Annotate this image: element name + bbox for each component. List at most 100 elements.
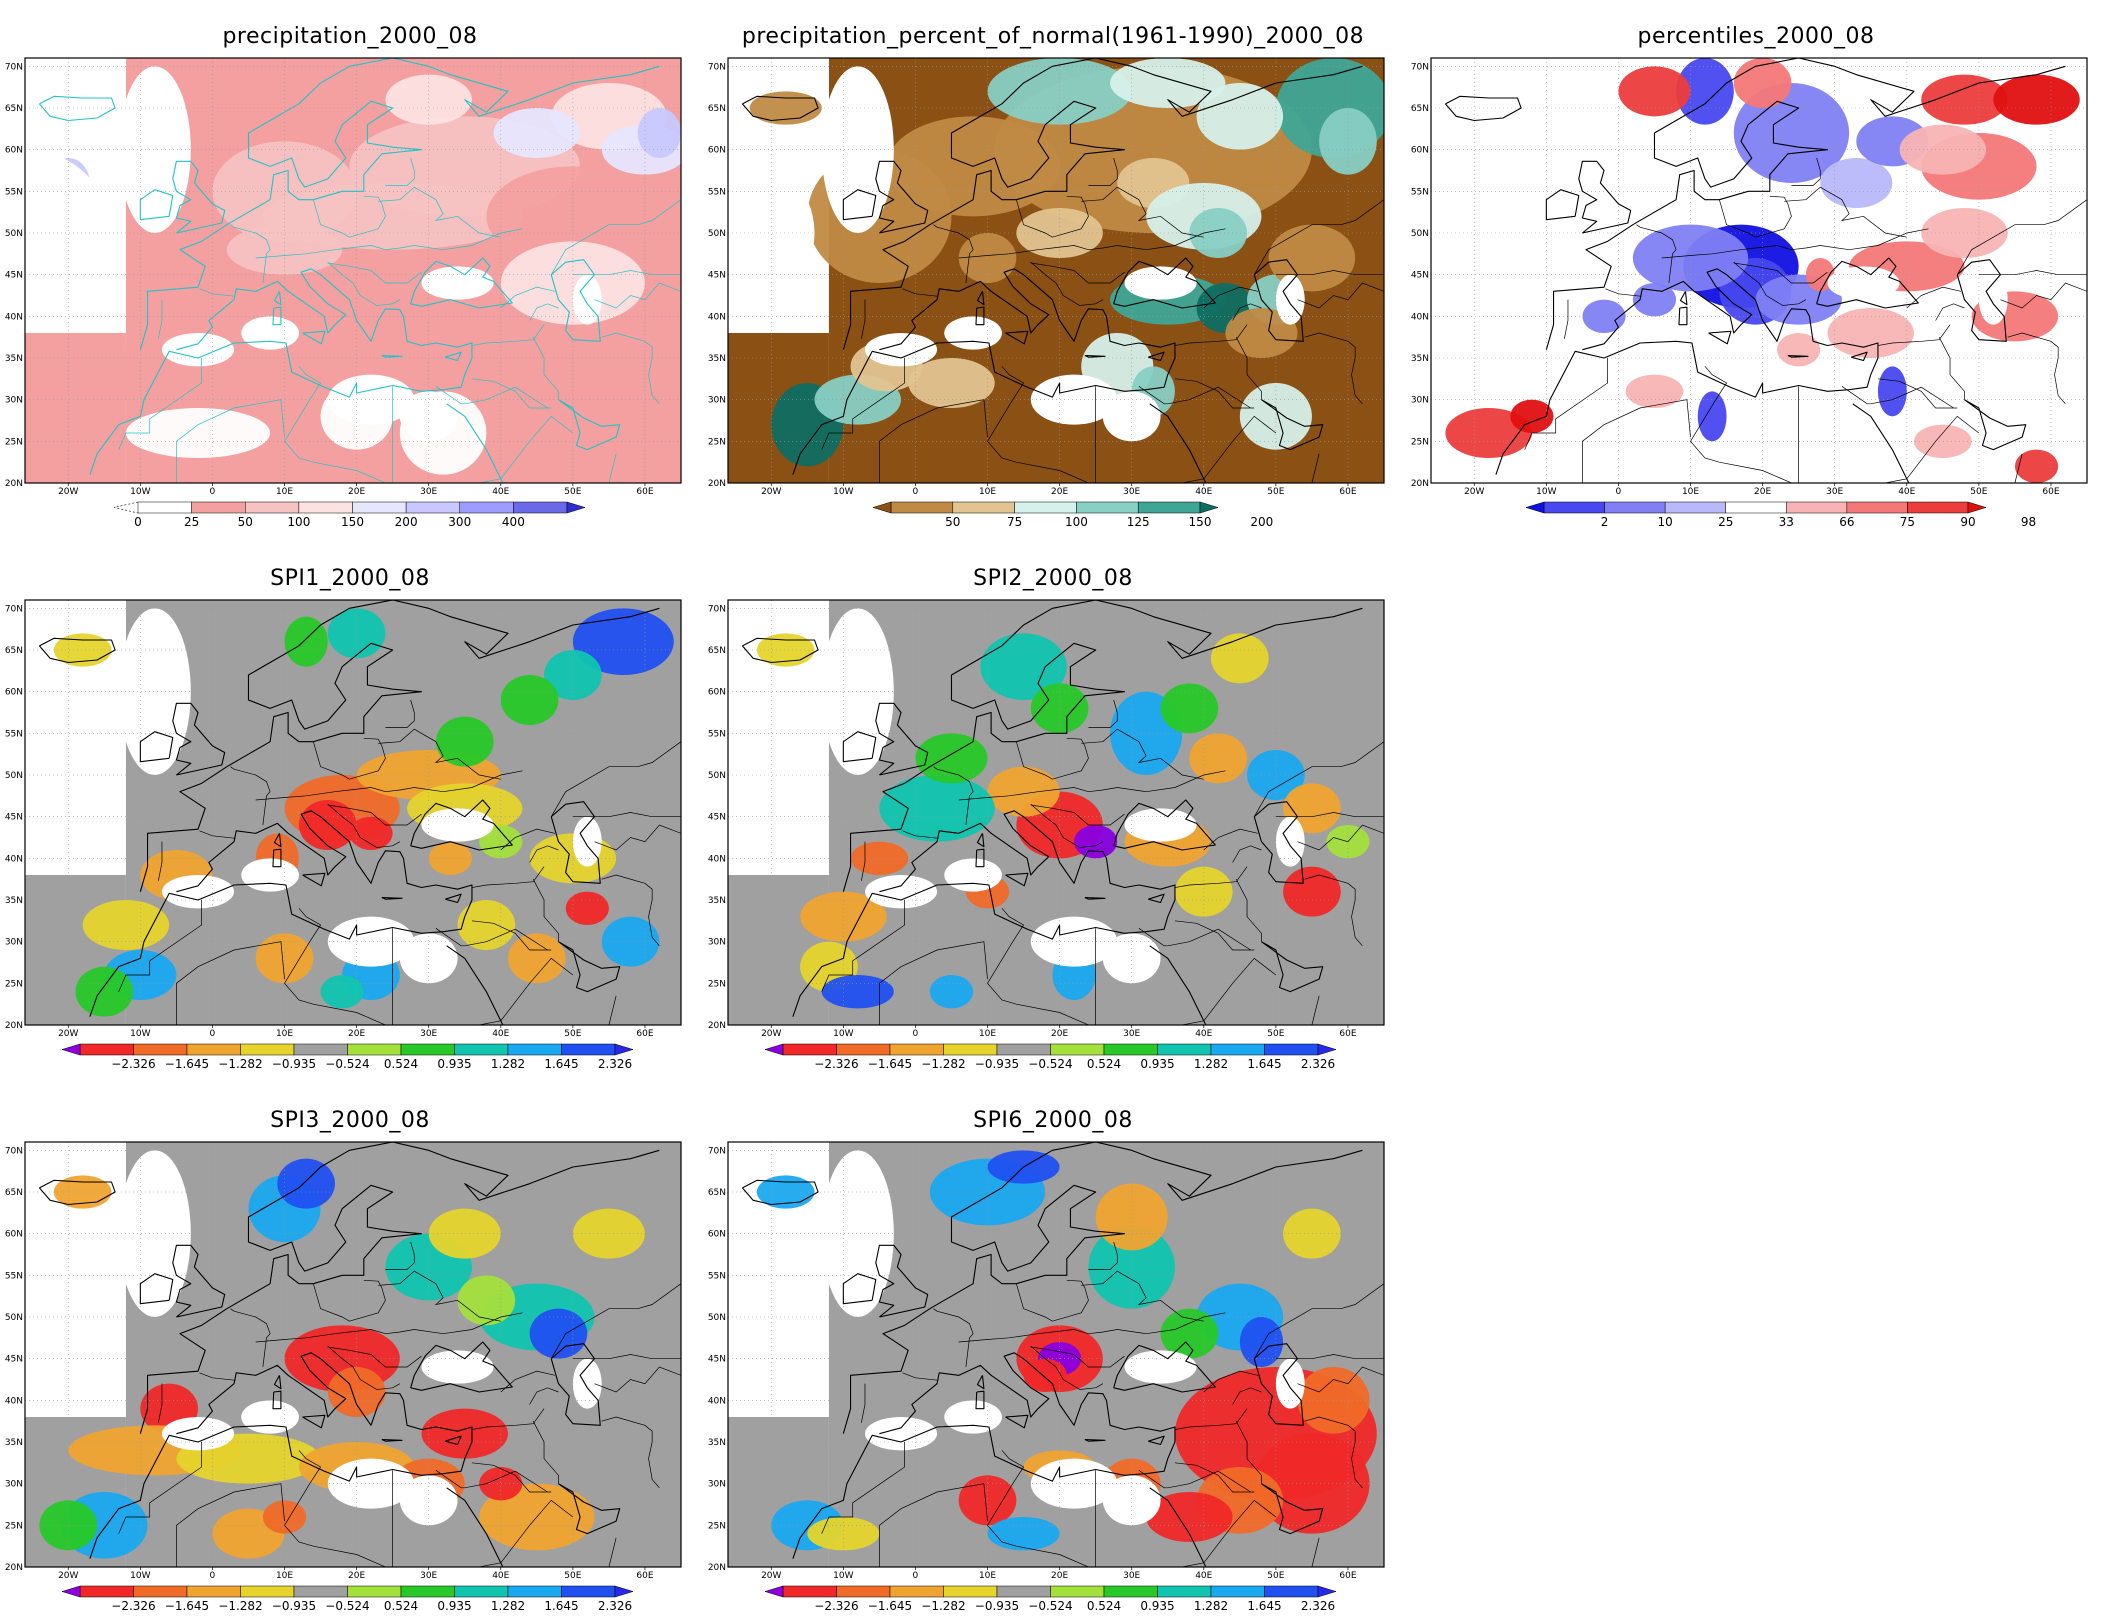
coastline xyxy=(975,306,985,326)
colorbar-segment xyxy=(400,1043,455,1056)
border-line xyxy=(572,1354,681,1360)
coastline xyxy=(302,1414,326,1429)
border-line xyxy=(158,1383,163,1423)
lat-tick-label: 50N xyxy=(1411,229,1429,239)
coastline xyxy=(842,58,1363,350)
coastline xyxy=(792,268,1176,475)
coastline xyxy=(381,896,403,900)
coastline xyxy=(1149,1487,1207,1567)
lat-tick-label: 65N xyxy=(708,104,726,114)
lon-tick-label: 30E xyxy=(420,1029,437,1039)
border-line xyxy=(1938,337,1965,400)
colorbar-segment xyxy=(1664,501,1726,514)
no-data-gap xyxy=(161,1417,235,1451)
border-line xyxy=(1174,378,1255,409)
border-line xyxy=(861,1383,866,1423)
coastline xyxy=(550,259,601,342)
field-blob xyxy=(457,900,516,950)
no-data-gap xyxy=(1124,808,1197,842)
border-line xyxy=(608,1537,617,1567)
colorbar-segment xyxy=(454,1043,509,1056)
colorbar-arrow-left xyxy=(61,1585,81,1598)
border-line xyxy=(1174,866,1248,900)
lon-tick-label: 50E xyxy=(1267,1029,1284,1039)
coastline xyxy=(1149,945,1207,1025)
border-line xyxy=(176,1483,285,1567)
border-line xyxy=(1733,262,1828,284)
border-line xyxy=(1174,920,1255,951)
coastline xyxy=(1253,1343,1304,1426)
border-line xyxy=(1524,358,1608,450)
spi6-map: 20W 10W 0 10E 20E 30E 40E 50E 60E 70N 65N 60N 55N 50N… xyxy=(708,1141,1385,1613)
colorbar-segment xyxy=(1050,1043,1105,1056)
lat-tick-label: 65N xyxy=(708,1188,726,1198)
lon-tick-label: 10E xyxy=(979,1571,996,1581)
coastline xyxy=(792,810,1176,1017)
field-blob xyxy=(1319,108,1377,175)
coastline xyxy=(1148,893,1165,904)
border-line xyxy=(158,299,163,339)
border-line xyxy=(1232,303,1262,321)
field-blob xyxy=(479,1467,523,1501)
no-data-gap xyxy=(118,66,191,233)
lon-tick-label: 20E xyxy=(348,487,365,497)
percent-of-normal-map: 20W 10W 0 10E 20E 30E 40E 50E 60E 70N 65N 60N 55N 50N… xyxy=(708,57,1385,529)
border-line xyxy=(230,224,271,284)
lat-tick-label: 20N xyxy=(5,1563,23,1573)
lat-tick-label: 70N xyxy=(708,62,726,72)
coastline xyxy=(1956,259,2007,342)
border-line xyxy=(464,386,548,409)
coastline xyxy=(742,637,819,664)
border-line xyxy=(1636,224,1677,284)
colorbar-segment xyxy=(1210,1043,1265,1056)
border-line xyxy=(879,1483,988,1567)
borders xyxy=(118,699,681,1025)
border-line xyxy=(1232,1387,1262,1405)
border-line xyxy=(471,920,552,951)
coastline xyxy=(1261,941,1324,993)
colorbar-label: −0.524 xyxy=(325,1057,369,1071)
no-data-gap xyxy=(1805,391,1864,442)
no-data-gap xyxy=(421,1350,494,1384)
border-line xyxy=(199,1372,236,1381)
no-data-gap xyxy=(241,858,299,892)
colorbar-label: −0.935 xyxy=(272,1057,316,1071)
border-line xyxy=(435,928,465,947)
field-blob xyxy=(53,1175,112,1209)
border-line xyxy=(1311,995,1320,1025)
field-blob xyxy=(1247,750,1305,800)
coastline xyxy=(445,351,462,362)
coastline xyxy=(842,189,877,221)
field-blob xyxy=(479,825,523,859)
lat-tick-label: 25N xyxy=(708,1521,726,1531)
colorbar-label: 2.326 xyxy=(598,1599,632,1613)
colorbar-label: −0.935 xyxy=(975,1057,1019,1071)
coastline xyxy=(139,1273,174,1305)
coastline xyxy=(381,1438,403,1442)
colorbar-segment xyxy=(1907,501,1969,514)
lat-tick-label: 60N xyxy=(5,146,23,156)
coastline xyxy=(89,810,473,1017)
lat-tick-label: 35N xyxy=(708,896,726,906)
coastline xyxy=(1787,354,1809,358)
colorbar-label: 98 xyxy=(2021,515,2036,529)
border-line xyxy=(255,770,523,801)
border-line xyxy=(284,1450,386,1567)
field-blob xyxy=(1189,733,1248,784)
colorbar-label: 25 xyxy=(1718,515,1733,529)
lon-tick-label: 40E xyxy=(492,1571,509,1581)
border-line xyxy=(1167,386,1251,409)
border-line xyxy=(987,366,1089,483)
colorbar-segment xyxy=(889,1585,944,1598)
no-data-gap xyxy=(421,266,494,300)
lat-tick-label: 40N xyxy=(708,854,726,864)
border-line xyxy=(529,1387,559,1405)
lon-tick-label: 50E xyxy=(564,1571,581,1581)
field-blob xyxy=(1582,299,1626,334)
data-field xyxy=(728,58,1384,483)
lat-tick-label: 45N xyxy=(1411,271,1429,281)
coastline xyxy=(381,354,403,358)
colorbar-label: 0.524 xyxy=(384,1057,418,1071)
colorbar-label: 1.282 xyxy=(1194,1057,1228,1071)
lat-tick-label: 35N xyxy=(708,354,726,364)
